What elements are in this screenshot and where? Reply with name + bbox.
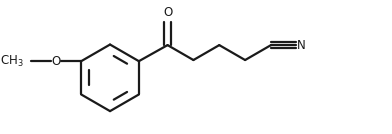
Text: CH$_3$: CH$_3$	[0, 54, 24, 69]
Text: O: O	[51, 55, 61, 68]
Text: N: N	[298, 39, 306, 52]
Text: O: O	[163, 6, 172, 19]
